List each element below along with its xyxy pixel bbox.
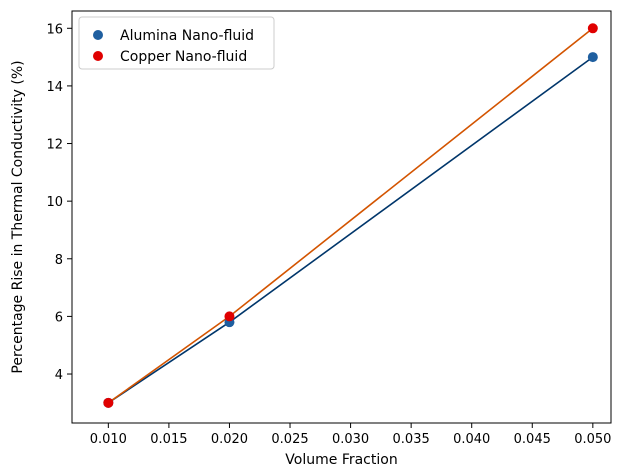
y-tick-label: 8: [55, 253, 63, 268]
legend-label: Copper Nano-fluid: [120, 49, 247, 65]
x-tick-label: 0.035: [393, 432, 430, 447]
y-tick-label: 14: [46, 80, 63, 95]
series-markers: [103, 23, 598, 408]
x-tick-label: 0.020: [211, 432, 248, 447]
y-axis-label: Percentage Rise in Thermal Conductivity …: [10, 60, 26, 373]
data-point: [587, 52, 598, 63]
x-tick-label: 0.045: [514, 432, 551, 447]
series-line-1: [107, 27, 594, 404]
data-point: [103, 397, 114, 408]
y-tick-label: 16: [46, 22, 63, 37]
y-tick-label: 4: [55, 368, 63, 383]
legend: Alumina Nano-fluid Copper Nano-fluid: [78, 16, 275, 70]
x-axis-label: Volume Fraction: [285, 452, 397, 468]
y-tick-label: 10: [46, 195, 63, 210]
x-tick-label: 0.010: [90, 432, 127, 447]
data-point: [587, 23, 598, 34]
legend-label: Alumina Nano-fluid: [120, 28, 254, 44]
x-tick-label: 0.050: [574, 432, 611, 447]
legend-marker: [93, 51, 103, 61]
x-tick-label: 0.030: [332, 432, 369, 447]
y-axis-ticks: 4 6 8 10 12 14 16: [46, 22, 72, 383]
x-tick-label: 0.040: [453, 432, 490, 447]
legend-box: [78, 16, 275, 70]
y-tick-label: 6: [55, 310, 63, 325]
y-tick-label: 12: [46, 138, 63, 153]
x-axis-ticks: 0.010 0.015 0.020 0.025 0.030 0.035 0.040 0.045…: [90, 423, 611, 447]
data-point: [224, 311, 235, 322]
plot-frame: [71, 10, 612, 424]
x-tick-label: 0.025: [271, 432, 308, 447]
legend-marker: [93, 30, 103, 40]
series-lines: [107, 27, 594, 404]
x-tick-label: 0.015: [150, 432, 187, 447]
